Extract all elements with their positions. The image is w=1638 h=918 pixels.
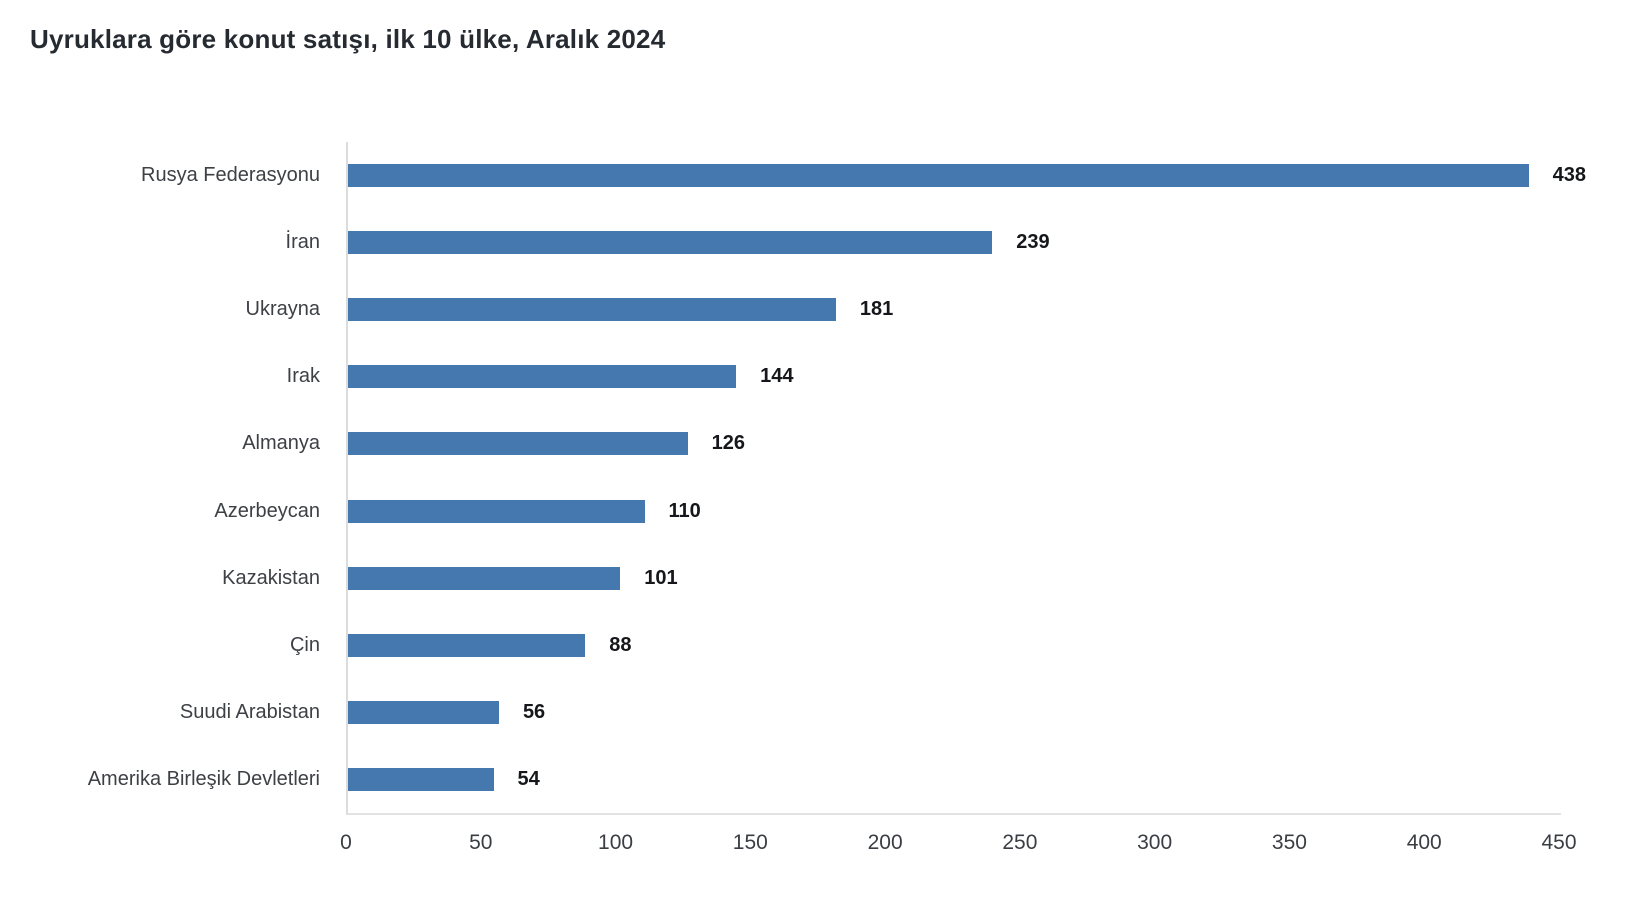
category-label: Kazakistan — [222, 566, 320, 589]
bar-row: 88 — [348, 612, 1561, 679]
x-tick-label: 50 — [469, 831, 493, 854]
value-label: 110 — [668, 499, 701, 522]
bar — [348, 231, 993, 255]
x-tick-label: 150 — [732, 831, 768, 854]
bar — [348, 432, 688, 456]
x-tick-label: 200 — [867, 831, 903, 854]
bar — [348, 633, 586, 657]
category-label: Irak — [286, 365, 320, 388]
bar-row: 144 — [348, 343, 1561, 410]
x-tick-label: 350 — [1271, 831, 1307, 854]
value-label: 239 — [1016, 231, 1050, 254]
x-tick-label: 400 — [1406, 831, 1442, 854]
bar — [348, 499, 645, 523]
bar — [348, 298, 836, 322]
bar-row: 181 — [348, 276, 1561, 343]
value-label: 54 — [517, 767, 540, 790]
x-tick-label: 0 — [340, 831, 352, 854]
chart-title: Uyruklara göre konut satışı, ilk 10 ülke… — [30, 24, 666, 54]
value-label: 88 — [609, 633, 632, 656]
bar-row: 126 — [348, 410, 1561, 477]
bar-rows: 438 239 181 144 126 110 101 88 56 54 — [348, 142, 1586, 813]
category-label: Almanya — [242, 432, 320, 455]
bar-row: 54 — [348, 746, 1561, 813]
value-label: 144 — [760, 365, 794, 388]
bar-row: 438 — [348, 142, 1586, 209]
x-tick-label: 300 — [1137, 831, 1173, 854]
bar-row: 101 — [348, 545, 1561, 612]
bar — [348, 700, 499, 724]
bar — [348, 767, 494, 791]
category-label: Amerika Birleşik Devletleri — [87, 767, 320, 790]
bar-row: 239 — [348, 209, 1561, 276]
bar-row: 56 — [348, 679, 1561, 746]
x-axis: 0 50 100 150 200 250 300 350 400 450 — [340, 831, 1576, 863]
value-label: 126 — [711, 432, 745, 455]
y-axis-labels: Rusya Federasyonu İran Ukrayna Irak Almanya A… — [0, 142, 346, 813]
x-tick-label: 450 — [1541, 831, 1577, 854]
bar — [348, 365, 737, 389]
category-label: Azerbeycan — [214, 499, 320, 522]
category-label: İran — [285, 231, 320, 254]
bar — [348, 566, 621, 590]
x-tick-label: 100 — [598, 831, 634, 854]
value-label: 181 — [859, 298, 894, 321]
category-label: Çin — [289, 633, 320, 656]
x-tick-label: 250 — [1002, 831, 1038, 854]
category-label: Suudi Arabistan — [179, 700, 320, 723]
category-label: Ukrayna — [245, 298, 320, 321]
plot-area: 438 239 181 144 126 110 101 88 56 54 — [346, 142, 1586, 815]
value-label: 56 — [522, 700, 546, 723]
bar-row: 110 — [348, 477, 1561, 544]
value-label: 101 — [644, 566, 678, 589]
bar — [348, 164, 1529, 188]
value-label: 438 — [1552, 164, 1587, 187]
category-label: Rusya Federasyonu — [141, 164, 320, 187]
